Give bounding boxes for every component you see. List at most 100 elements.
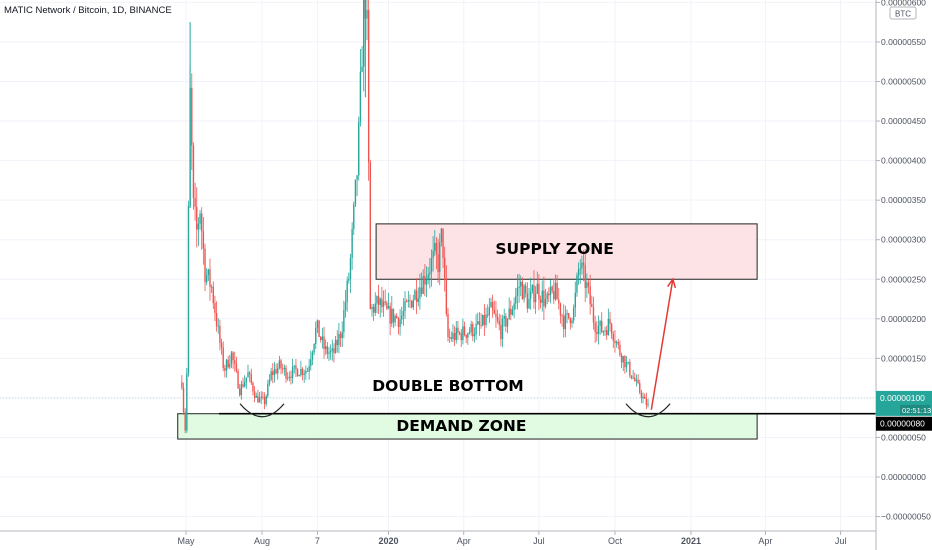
candle bbox=[328, 346, 330, 362]
candle bbox=[217, 318, 219, 334]
candle bbox=[215, 301, 218, 332]
candle-body bbox=[286, 377, 289, 379]
candle bbox=[442, 228, 444, 269]
candle-body bbox=[329, 350, 332, 353]
price-axis[interactable]: 0.00000600 0.00000550 0.00000500 0.00000450… bbox=[875, 0, 932, 550]
candle bbox=[184, 408, 186, 434]
candle-body bbox=[516, 288, 519, 296]
candle-body bbox=[295, 365, 297, 370]
candle-body bbox=[602, 331, 605, 333]
price-tick-label: 0.00000300 bbox=[881, 235, 926, 245]
candle-body bbox=[443, 257, 446, 279]
candle bbox=[496, 309, 499, 324]
candle bbox=[424, 264, 426, 297]
candle bbox=[448, 328, 451, 344]
candle bbox=[313, 343, 315, 356]
candle-body bbox=[278, 360, 281, 368]
candle bbox=[240, 380, 243, 400]
candle-body bbox=[240, 384, 243, 396]
candle-body bbox=[615, 341, 618, 344]
candle bbox=[381, 286, 383, 313]
candle bbox=[609, 311, 611, 332]
candle bbox=[295, 359, 297, 378]
candle bbox=[220, 338, 223, 355]
candle bbox=[597, 315, 600, 345]
candle bbox=[615, 340, 618, 348]
candle-body bbox=[455, 327, 457, 340]
candle bbox=[202, 216, 205, 265]
candle-body bbox=[205, 275, 208, 283]
currency-badge[interactable] bbox=[889, 6, 917, 20]
candle bbox=[331, 339, 333, 361]
candle-body bbox=[470, 324, 472, 333]
price-tick-label: 0.00000450 bbox=[881, 116, 926, 126]
candle bbox=[399, 309, 401, 336]
candle bbox=[432, 236, 434, 272]
candle bbox=[346, 276, 348, 312]
candle bbox=[263, 392, 266, 410]
candle bbox=[273, 361, 276, 383]
candle-body bbox=[564, 314, 567, 330]
candle-body bbox=[567, 313, 570, 319]
candle bbox=[247, 364, 249, 378]
candle-body bbox=[182, 387, 185, 413]
candle-body bbox=[458, 332, 461, 334]
candle bbox=[242, 377, 244, 389]
candle-body bbox=[367, 9, 370, 163]
candle bbox=[634, 372, 636, 382]
candle-body bbox=[310, 359, 312, 367]
candle-body bbox=[339, 333, 342, 339]
candle-body bbox=[328, 352, 330, 354]
candle bbox=[619, 340, 621, 357]
candle-body bbox=[447, 313, 449, 338]
candle-body bbox=[227, 359, 229, 368]
time-axis[interactable]: May Aug 7 2020 Apr Jul Oct 2021 Apr Jul bbox=[0, 530, 876, 546]
candle bbox=[501, 314, 504, 348]
candle bbox=[308, 358, 310, 380]
candle-body bbox=[601, 320, 603, 333]
candle bbox=[511, 305, 514, 316]
candle bbox=[402, 298, 405, 326]
candle-body bbox=[591, 304, 593, 308]
candle-body bbox=[468, 332, 471, 334]
candle bbox=[296, 368, 299, 377]
candle-body bbox=[321, 336, 324, 341]
candle-body bbox=[217, 325, 219, 327]
candle-body bbox=[391, 308, 393, 324]
candle-body bbox=[381, 298, 383, 307]
candle-body bbox=[424, 276, 426, 285]
candle bbox=[473, 327, 476, 343]
candle bbox=[576, 272, 578, 297]
candle-body bbox=[396, 315, 398, 319]
candle bbox=[382, 290, 385, 317]
candle bbox=[503, 308, 505, 327]
candle bbox=[349, 253, 352, 294]
candle-body bbox=[277, 367, 279, 374]
price-axis-bg bbox=[876, 0, 932, 550]
candle-body bbox=[222, 347, 224, 369]
candle-body bbox=[252, 382, 254, 392]
candle-body bbox=[201, 213, 203, 232]
candle-body bbox=[242, 384, 244, 387]
candle bbox=[549, 279, 552, 304]
candle bbox=[265, 394, 267, 407]
candle bbox=[389, 302, 391, 336]
candle-body bbox=[429, 272, 431, 275]
candle-body bbox=[515, 295, 517, 304]
candle-body bbox=[563, 316, 565, 330]
candle bbox=[371, 303, 373, 317]
candle bbox=[531, 284, 534, 294]
candle-body bbox=[450, 337, 453, 340]
candle-body bbox=[253, 391, 256, 398]
candle-body bbox=[625, 362, 628, 368]
candle bbox=[338, 322, 340, 354]
candle bbox=[647, 398, 649, 408]
candle-body bbox=[371, 307, 373, 309]
candle-body bbox=[311, 352, 314, 360]
candle bbox=[229, 354, 231, 370]
candle bbox=[412, 294, 414, 311]
candle bbox=[363, 0, 365, 92]
candle-body bbox=[475, 323, 477, 335]
